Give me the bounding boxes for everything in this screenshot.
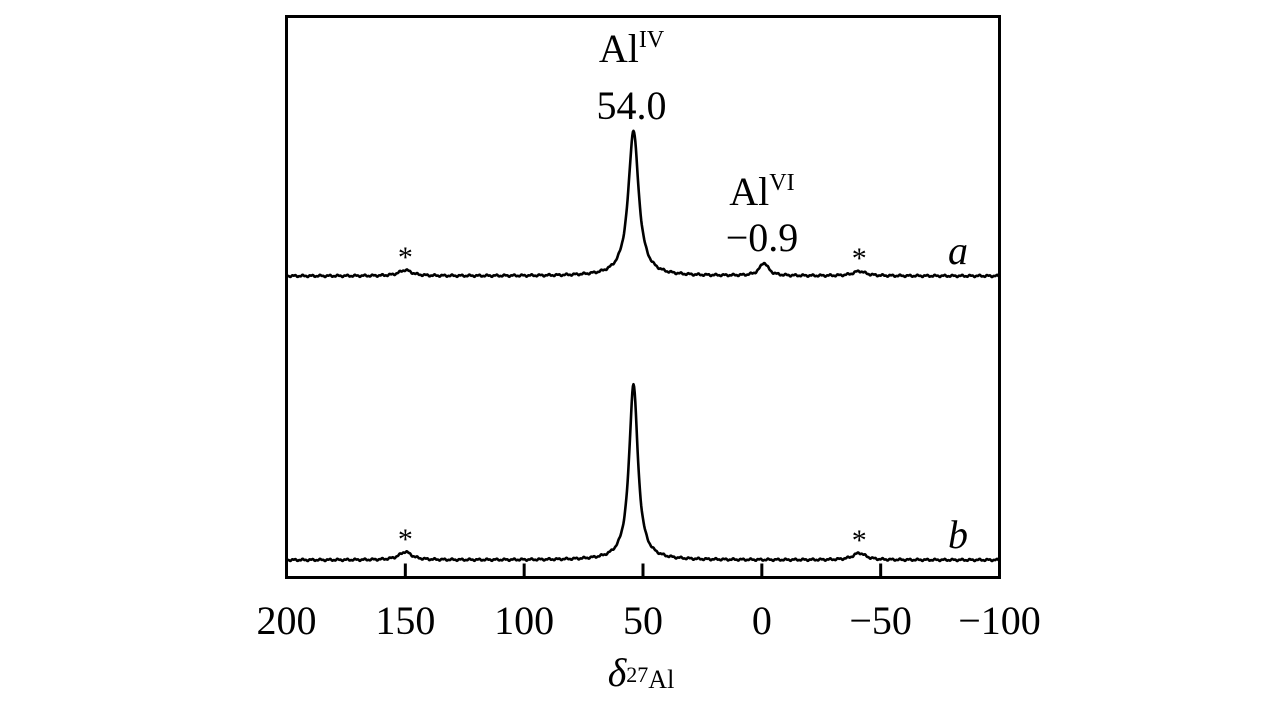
annotation-al6-label: AlVI — [729, 169, 794, 214]
trace-label-b: b — [948, 512, 968, 557]
x-axis-label-isotope: 27 — [626, 662, 648, 687]
x-axis-ticks — [285, 563, 1001, 578]
spinning-sideband-markers: * * * * — [398, 241, 867, 557]
x-tick-label: −100 — [958, 598, 1041, 643]
x-tick-label: 100 — [494, 598, 554, 643]
x-tick-label: −50 — [849, 598, 912, 643]
trace-label-a: a — [948, 228, 968, 273]
x-axis-label-symbol: δ — [608, 650, 628, 695]
peak-annotations: AlIV 54.0 AlVI−0.9 — [596, 26, 798, 260]
series-b-line — [285, 382, 1001, 563]
sideband-marker: * — [398, 241, 413, 274]
x-axis-label-nucleus: Al — [648, 665, 674, 694]
annotation-al4-value: 54.0 — [596, 83, 666, 128]
series-a-line — [285, 129, 1001, 279]
sideband-marker: * — [852, 242, 867, 275]
spectrum-traces — [285, 129, 1001, 563]
x-axis-tick-labels: 200 150 100 50 0 −50 −100 — [257, 598, 1041, 643]
x-tick-label: 200 — [257, 598, 317, 643]
sideband-marker: * — [398, 523, 413, 556]
annotation-al6-value: −0.9 — [726, 215, 799, 260]
x-tick-label: 150 — [375, 598, 435, 643]
sideband-marker: * — [852, 524, 867, 557]
x-axis-label: δ27Al — [608, 650, 675, 695]
trace-labels: ab — [948, 228, 968, 557]
x-tick-label: 0 — [752, 598, 772, 643]
annotation-al4-label: AlIV — [599, 26, 665, 71]
x-tick-label: 50 — [623, 598, 663, 643]
